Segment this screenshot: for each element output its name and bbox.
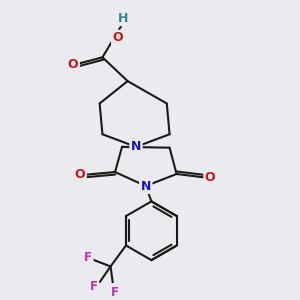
Text: F: F <box>90 280 98 293</box>
Text: F: F <box>84 251 92 264</box>
Text: N: N <box>141 179 151 193</box>
Text: O: O <box>75 168 86 181</box>
Text: F: F <box>111 286 119 299</box>
Text: H: H <box>118 12 129 25</box>
Text: N: N <box>131 140 141 153</box>
Text: O: O <box>205 171 215 184</box>
Text: O: O <box>68 58 78 71</box>
Text: O: O <box>112 31 123 44</box>
